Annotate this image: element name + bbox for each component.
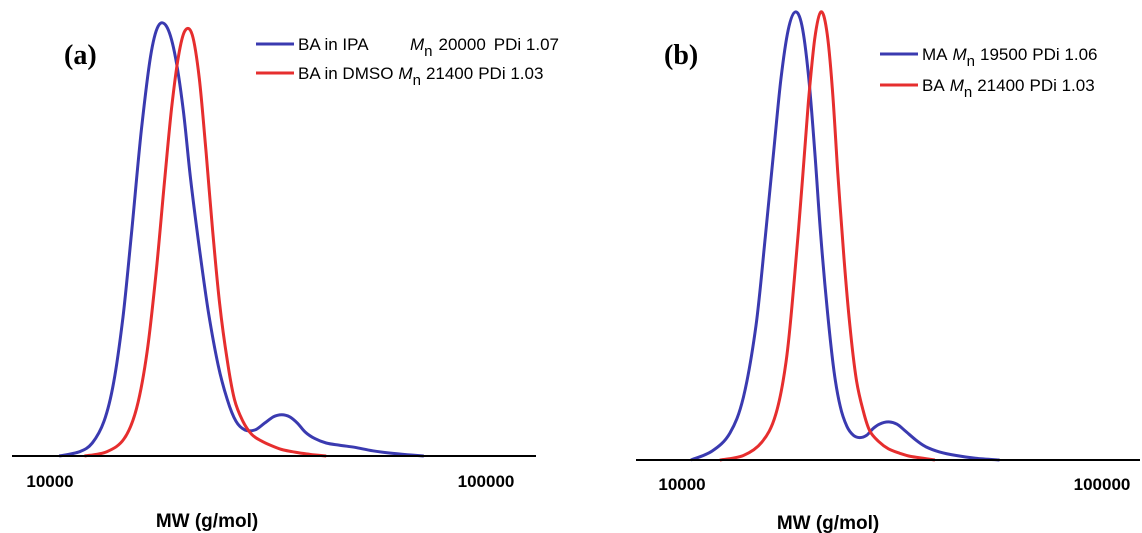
legend-label-a-ipa: BA in IPA Mn 20000 PDi 1.07 bbox=[298, 35, 559, 60]
series-line-b-2 bbox=[719, 10, 936, 462]
x-tick-label-b-10000: 10000 bbox=[658, 475, 705, 494]
x-axis-title-a: MW (g/mol) bbox=[156, 511, 258, 532]
panel-label-b: (b) bbox=[664, 40, 698, 71]
series-lines-b bbox=[690, 10, 1000, 462]
series-line-b-1 bbox=[690, 10, 1000, 462]
legend-a: BA in IPA Mn 20000 PDi 1.07 BA in DMSO Mn 214… bbox=[256, 35, 559, 89]
x-tick-label-b-100000: 100000 bbox=[1074, 475, 1131, 494]
legend-label-b-ba: BA Mn 21400 PDi 1.03 bbox=[922, 76, 1095, 101]
x-tick-label-a-100000: 100000 bbox=[458, 472, 515, 491]
legend-label-b-ma: MA Mn 19500 PDi 1.06 bbox=[922, 45, 1098, 70]
chart-panel-a: (a) 10000 100000 MW (g/mol) BA in IPA Mn 2… bbox=[12, 21, 559, 532]
legend-label-a-dmso: BA in DMSO Mn 21400 PDi 1.03 bbox=[298, 64, 543, 89]
x-tick-label-a-10000: 10000 bbox=[26, 472, 73, 491]
x-axis-title-b: MW (g/mol) bbox=[777, 513, 879, 533]
chart-panel-b: (b) 10000 100000 MW (g/mol) MA Mn 19500 PDi… bbox=[636, 10, 1140, 533]
series-lines-a bbox=[58, 21, 424, 458]
series-line-a-1 bbox=[58, 21, 424, 458]
panel-label-a: (a) bbox=[64, 40, 97, 71]
series-line-a-2 bbox=[84, 26, 327, 458]
legend-b: MA Mn 19500 PDi 1.06 BA Mn 21400 PDi 1.03 bbox=[880, 45, 1098, 101]
